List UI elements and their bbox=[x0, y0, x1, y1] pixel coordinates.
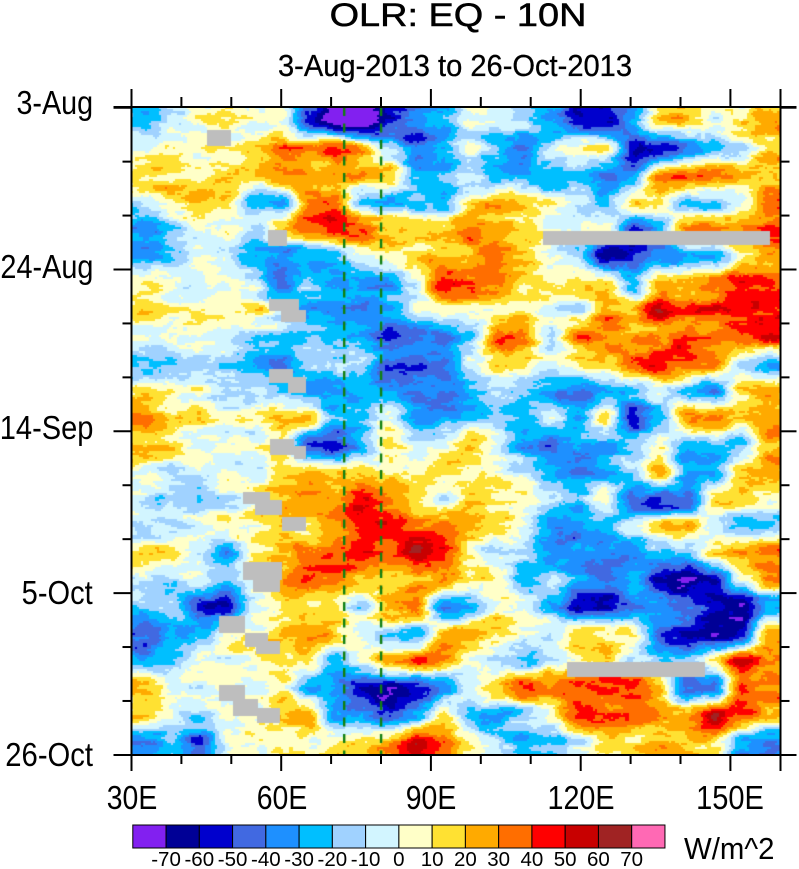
svg-text:50: 50 bbox=[554, 848, 577, 869]
svg-text:40: 40 bbox=[521, 848, 544, 869]
svg-text:0: 0 bbox=[393, 848, 404, 869]
svg-text:70: 70 bbox=[620, 848, 643, 869]
svg-text:30: 30 bbox=[487, 848, 510, 869]
svg-text:20: 20 bbox=[454, 848, 477, 869]
svg-text:10: 10 bbox=[421, 848, 444, 869]
svg-text:-10: -10 bbox=[351, 848, 381, 869]
svg-text:60: 60 bbox=[587, 848, 610, 869]
svg-text:-20: -20 bbox=[318, 848, 348, 869]
svg-text:-60: -60 bbox=[184, 848, 214, 869]
svg-text:-30: -30 bbox=[284, 848, 314, 869]
svg-text:-50: -50 bbox=[218, 848, 248, 869]
svg-text:-70: -70 bbox=[151, 848, 181, 869]
svg-text:-40: -40 bbox=[251, 848, 281, 869]
